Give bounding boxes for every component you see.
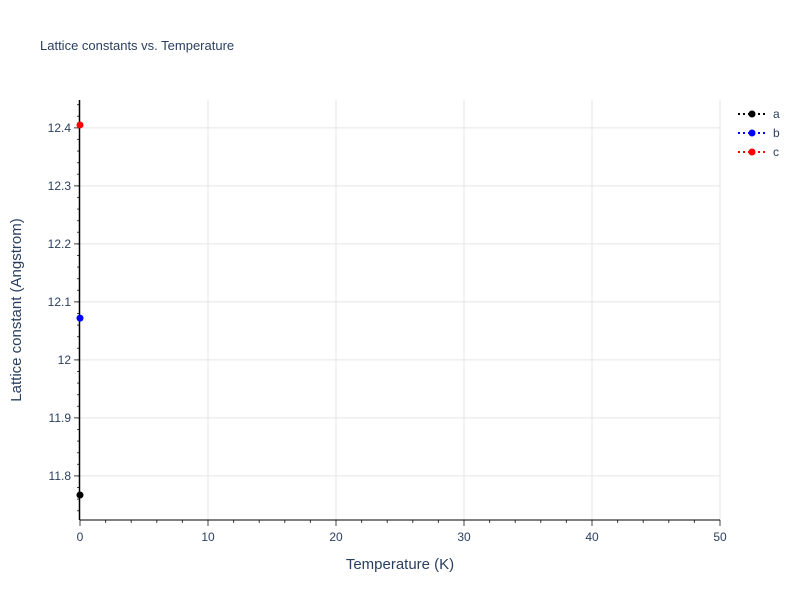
x-tick-label: 50	[713, 530, 727, 544]
legend: abc	[738, 107, 780, 159]
legend-marker-b	[748, 129, 756, 137]
x-tick-label: 10	[201, 530, 215, 544]
legend-label-b: b	[773, 126, 780, 140]
y-tick-label: 12.4	[48, 121, 72, 135]
chart-title: Lattice constants vs. Temperature	[40, 38, 234, 53]
data-points	[76, 121, 84, 499]
y-tick-label: 11.8	[49, 469, 72, 483]
y-tick-label: 12.3	[48, 179, 72, 193]
x-tick-label: 0	[77, 530, 84, 544]
y-tick-label: 12	[58, 353, 72, 367]
data-point-b	[76, 314, 84, 322]
axes: 0 10 20 30 40 50 11.8 11.9 12 12.1 12.2 12.3 12.4	[48, 100, 727, 544]
legend-label-a: a	[773, 107, 780, 121]
x-tick-label: 40	[585, 530, 599, 544]
y-tick-label: 12.1	[48, 295, 72, 309]
y-axis-label: Lattice constant (Angstrom)	[8, 218, 25, 401]
y-tick-label: 11.9	[49, 411, 72, 425]
data-point-a	[76, 491, 84, 499]
legend-label-c: c	[773, 145, 779, 159]
legend-marker-c	[748, 148, 756, 156]
legend-marker-a	[748, 110, 756, 118]
x-axis-label: Temperature (K)	[346, 556, 454, 573]
x-tick-label: 20	[329, 530, 343, 544]
x-tick-label: 30	[457, 530, 471, 544]
grid	[80, 100, 721, 520]
data-point-c	[76, 121, 84, 129]
y-tick-label: 12.2	[48, 237, 72, 251]
